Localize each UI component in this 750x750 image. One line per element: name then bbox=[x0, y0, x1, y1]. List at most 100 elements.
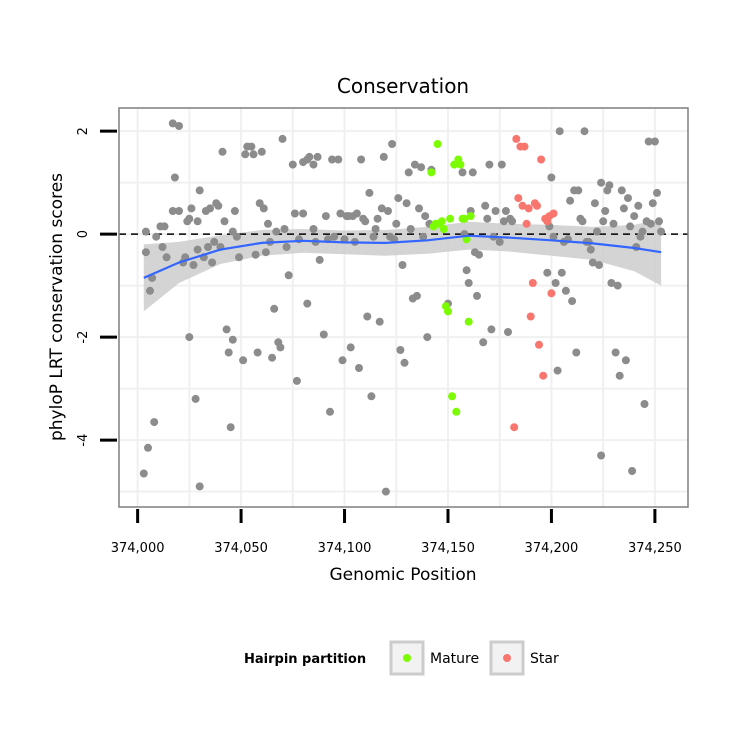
point-mature bbox=[433, 140, 442, 148]
point-star bbox=[528, 279, 537, 287]
point-other bbox=[168, 119, 177, 128]
point-other bbox=[423, 333, 432, 342]
y-tick-label: -4 bbox=[76, 434, 91, 447]
point-mature bbox=[460, 214, 469, 223]
point-other bbox=[624, 194, 632, 203]
point-mature bbox=[444, 307, 452, 316]
y-tick-label: 2 bbox=[76, 127, 91, 135]
point-other bbox=[309, 225, 318, 233]
point-other bbox=[607, 279, 616, 287]
plot-border bbox=[118, 107, 689, 508]
x-tick-label: 374,200 bbox=[525, 541, 579, 556]
point-other bbox=[580, 127, 589, 136]
series-star bbox=[510, 134, 558, 432]
point-other bbox=[508, 217, 517, 226]
point-other bbox=[326, 407, 334, 416]
point-other bbox=[630, 212, 639, 221]
point-other bbox=[501, 207, 510, 215]
point-star bbox=[539, 371, 548, 380]
point-other bbox=[303, 299, 312, 308]
point-other bbox=[551, 279, 560, 287]
point-other bbox=[609, 219, 618, 228]
legend-dot-mature bbox=[403, 654, 411, 662]
point-star bbox=[537, 155, 546, 164]
point-other bbox=[634, 201, 643, 210]
point-other bbox=[590, 199, 599, 208]
point-other bbox=[392, 219, 401, 228]
point-other bbox=[214, 201, 223, 210]
point-other bbox=[464, 279, 473, 287]
point-other bbox=[309, 160, 318, 169]
point-other bbox=[491, 207, 500, 215]
point-other bbox=[547, 173, 556, 182]
point-other bbox=[152, 232, 161, 241]
point-other bbox=[468, 168, 477, 177]
point-other bbox=[655, 217, 663, 226]
point-other bbox=[415, 204, 423, 213]
point-other bbox=[146, 286, 154, 295]
y-axis: 2 0 -2 -4 bbox=[76, 127, 117, 447]
y-tick-label: 0 bbox=[76, 230, 91, 238]
point-other bbox=[141, 227, 150, 236]
point-other bbox=[191, 394, 200, 403]
point-other bbox=[650, 137, 659, 146]
point-other bbox=[282, 243, 291, 251]
point-other bbox=[158, 243, 167, 251]
point-other bbox=[292, 376, 301, 385]
point-other bbox=[473, 291, 481, 300]
point-other bbox=[235, 253, 243, 262]
x-tick-label: 374,250 bbox=[628, 541, 682, 556]
point-other bbox=[379, 152, 388, 161]
point-other bbox=[232, 232, 241, 241]
point-star bbox=[549, 209, 558, 218]
point-other bbox=[162, 253, 171, 262]
point-mature bbox=[466, 212, 475, 221]
x-tick-label: 374,000 bbox=[111, 541, 165, 556]
point-other bbox=[220, 217, 229, 226]
point-other bbox=[595, 261, 603, 269]
point-other bbox=[599, 217, 608, 226]
point-other bbox=[417, 163, 426, 172]
point-other bbox=[640, 400, 649, 408]
point-other bbox=[367, 392, 376, 401]
point-other bbox=[290, 209, 299, 218]
point-other bbox=[653, 188, 661, 197]
legend-title: Hairpin partition bbox=[244, 652, 366, 667]
point-other bbox=[253, 348, 262, 357]
point-other bbox=[566, 196, 575, 205]
point-other bbox=[175, 207, 183, 215]
legend-label-star: Star bbox=[530, 651, 559, 667]
point-other bbox=[398, 261, 407, 269]
point-other bbox=[195, 186, 204, 195]
point-other bbox=[241, 150, 250, 159]
point-other bbox=[499, 217, 508, 226]
point-other bbox=[334, 155, 343, 164]
point-other bbox=[495, 237, 504, 246]
point-other bbox=[210, 237, 219, 246]
point-other bbox=[617, 186, 626, 195]
series-mature bbox=[427, 140, 475, 416]
x-tick-label: 374,150 bbox=[421, 541, 475, 556]
point-other bbox=[321, 212, 330, 221]
point-other bbox=[543, 268, 552, 277]
point-other bbox=[644, 137, 653, 146]
legend-dot-star bbox=[503, 654, 511, 662]
point-other bbox=[144, 443, 152, 452]
point-other bbox=[419, 232, 428, 241]
point-other bbox=[388, 140, 397, 148]
point-other bbox=[185, 214, 194, 223]
point-mature bbox=[446, 214, 455, 223]
point-other bbox=[406, 225, 415, 233]
point-star bbox=[547, 289, 556, 298]
smooth-fit-line bbox=[143, 234, 662, 279]
point-other bbox=[315, 255, 324, 264]
point-other bbox=[228, 335, 237, 344]
point-other bbox=[175, 122, 183, 130]
point-other bbox=[605, 181, 614, 190]
point-other bbox=[206, 204, 214, 213]
point-other bbox=[410, 160, 419, 169]
point-other bbox=[572, 348, 581, 357]
point-other bbox=[247, 142, 256, 151]
x-tick-label: 374,100 bbox=[318, 541, 372, 556]
point-other bbox=[497, 160, 506, 169]
